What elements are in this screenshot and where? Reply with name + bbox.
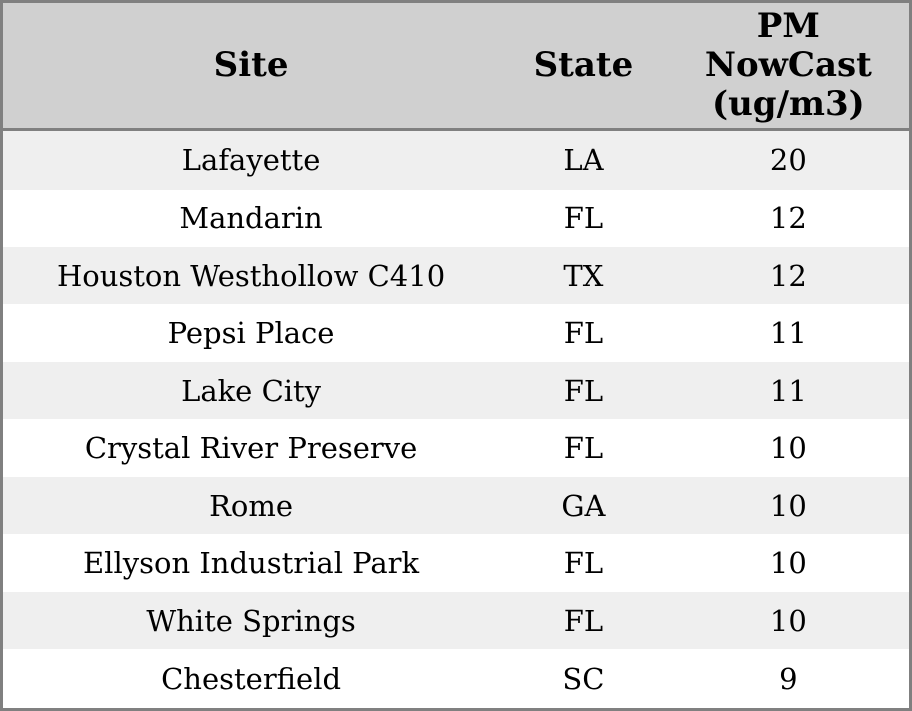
state-cell: FL (563, 431, 604, 466)
state-cell: LA (563, 143, 604, 178)
site-cell: Lake City (181, 373, 322, 408)
table-row: Mandarin FL 12 (1, 189, 911, 247)
table-row: Pepsi Place FL 11 (1, 304, 911, 362)
state-cell: SC (562, 661, 605, 696)
table-header: Site State PM NowCast (ug/m3) (1, 1, 911, 131)
column-header-state: State (499, 1, 668, 131)
pm-cell: 11 (769, 373, 807, 408)
pm-cell: 12 (769, 258, 807, 293)
header-row: Site State PM NowCast (ug/m3) (1, 1, 911, 131)
table-row: Rome GA 10 (1, 476, 911, 535)
table-body: Lafayette LA 20 Mandarin FL 12 Houston W… (1, 129, 911, 710)
state-cell: FL (563, 201, 604, 236)
table-row: Lake City FL 11 (1, 361, 911, 420)
pm-cell: 9 (779, 661, 798, 696)
table-row: White Springs FL 10 (1, 591, 911, 650)
table-row: Houston Westhollow C410 TX 12 (1, 247, 911, 305)
site-cell: Chesterfield (161, 661, 342, 696)
state-cell: FL (563, 373, 604, 408)
site-cell: Ellyson Industrial Park (83, 546, 420, 581)
pm-cell: 10 (769, 488, 807, 523)
state-cell: TX (563, 258, 604, 293)
site-cell: Mandarin (179, 201, 323, 236)
state-cell: FL (563, 603, 604, 638)
pm-cell: 10 (769, 603, 807, 638)
site-cell: Pepsi Place (167, 316, 335, 351)
site-cell: Crystal River Preserve (84, 431, 418, 466)
table-row: Crystal River Preserve FL 10 (1, 419, 911, 477)
site-cell: Houston Westhollow C410 (56, 258, 446, 293)
pm-cell: 10 (769, 546, 807, 581)
table-row: Chesterfield SC 9 (1, 649, 911, 710)
state-cell: GA (561, 488, 606, 523)
table-row: Lafayette LA 20 (1, 129, 911, 190)
state-cell: FL (563, 316, 604, 351)
pm-cell: 20 (769, 143, 807, 178)
pm-cell: 12 (769, 201, 807, 236)
site-cell: Lafayette (181, 143, 321, 178)
site-cell: White Springs (146, 603, 356, 638)
column-header-site: Site (1, 1, 500, 131)
column-header-pm-nowcast: PM NowCast (ug/m3) (667, 1, 911, 131)
pm-cell: 10 (769, 431, 807, 466)
site-cell: Rome (209, 488, 294, 523)
pm-cell: 11 (769, 316, 807, 351)
table-row: Ellyson Industrial Park FL 10 (1, 534, 911, 592)
state-cell: FL (563, 546, 604, 581)
